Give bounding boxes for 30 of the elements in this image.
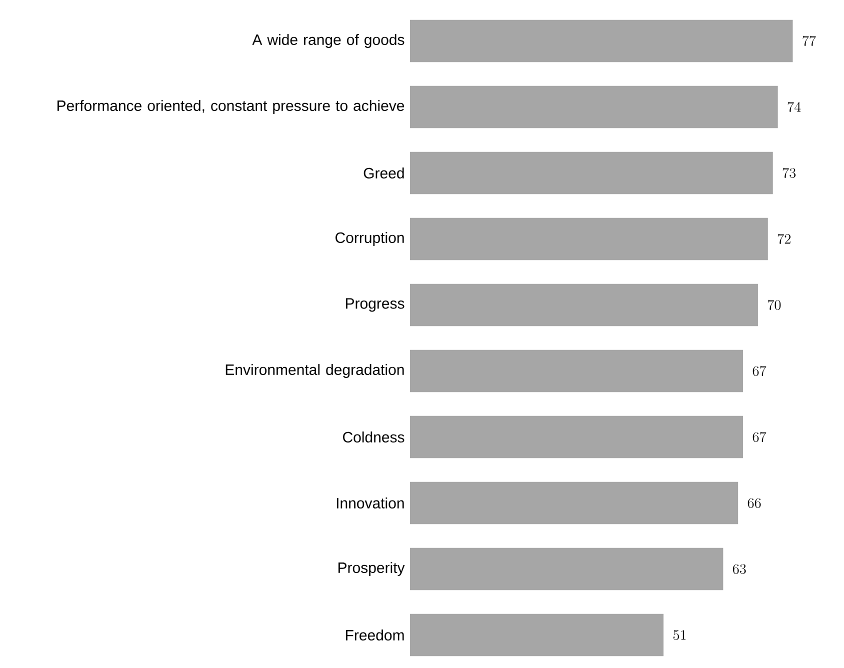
data-label: 66 (748, 498, 761, 508)
bar (410, 284, 758, 326)
data-label: 67 (752, 366, 766, 376)
bar (410, 416, 744, 458)
y-tick-label: Greed (364, 167, 404, 179)
data-label: 70 (768, 300, 781, 310)
bar (410, 350, 744, 392)
bar (410, 614, 664, 656)
data-label: 77 (802, 36, 816, 46)
y-tick-label: Innovation (336, 497, 404, 509)
bar (410, 20, 793, 62)
y-tick-label: Prosperity (338, 562, 405, 576)
data-label: 73 (782, 168, 796, 178)
data-label: 72 (778, 234, 790, 244)
bar (410, 152, 773, 194)
bar (410, 86, 778, 128)
data-label: 74 (788, 102, 801, 112)
y-tick-label: A wide range of goods (252, 34, 404, 48)
data-label: 51 (673, 630, 686, 640)
y-tick-label: Environmental degradation (226, 364, 404, 378)
y-tick-label: Progress (346, 298, 404, 312)
bar (410, 482, 738, 524)
y-tick-label: Freedom (346, 629, 404, 641)
bar (410, 548, 724, 590)
y-tick-label: Corruption (336, 232, 404, 246)
y-tick-label: Performance oriented, constant pressure to achieve (58, 100, 404, 114)
bar (410, 218, 768, 260)
y-tick-label: Coldness (343, 431, 404, 443)
data-label: 63 (732, 564, 746, 574)
data-label: 67 (752, 432, 766, 442)
